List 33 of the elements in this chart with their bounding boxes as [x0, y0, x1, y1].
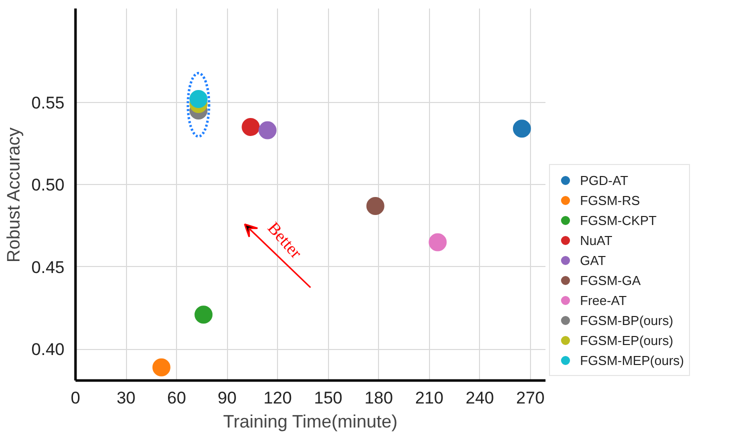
x-tick-label: 270 — [516, 388, 545, 408]
point — [366, 197, 384, 216]
legend-label: FGSM-RS — [580, 192, 640, 208]
y-tick-label: 0.40 — [31, 340, 65, 360]
point — [242, 118, 260, 136]
y-tick-label: 0.50 — [31, 176, 65, 195]
point — [512, 120, 531, 138]
legend-label: FGSM-EP(ours) — [580, 332, 674, 348]
legend-label: GAT — [580, 252, 606, 268]
x-tick-label: 0 — [70, 388, 80, 408]
legend-label: FGSM-GA — [580, 272, 641, 288]
legend-label: FGSM-MEP(ours) — [580, 352, 684, 368]
x-tick-label: 240 — [466, 388, 494, 408]
point — [152, 358, 170, 376]
point — [428, 233, 447, 252]
legend-label: NuAT — [580, 232, 612, 248]
y-axis-title: Robust Accuracy — [3, 127, 24, 263]
y-tick-label: 0.45 — [31, 258, 65, 277]
point — [258, 121, 277, 140]
legend-label: PGD-AT — [580, 172, 628, 188]
x-tick-label: 90 — [218, 388, 237, 408]
x-tick-label: 60 — [167, 388, 186, 408]
x-tick-label: 120 — [263, 388, 292, 408]
legend-label: Free-AT — [580, 292, 627, 308]
x-tick-label: 30 — [116, 388, 136, 408]
x-tick-label: 180 — [364, 388, 393, 408]
legend-label: FGSM-CKPT — [580, 212, 657, 228]
y-tick-label: 0.55 — [31, 93, 65, 112]
x-axis-title: Training Time(minute) — [223, 412, 398, 432]
point — [194, 306, 213, 324]
x-tick-label: 210 — [415, 388, 444, 408]
legend-label: FGSM-BP(ours) — [580, 312, 674, 328]
x-tick-label: 150 — [314, 388, 342, 408]
